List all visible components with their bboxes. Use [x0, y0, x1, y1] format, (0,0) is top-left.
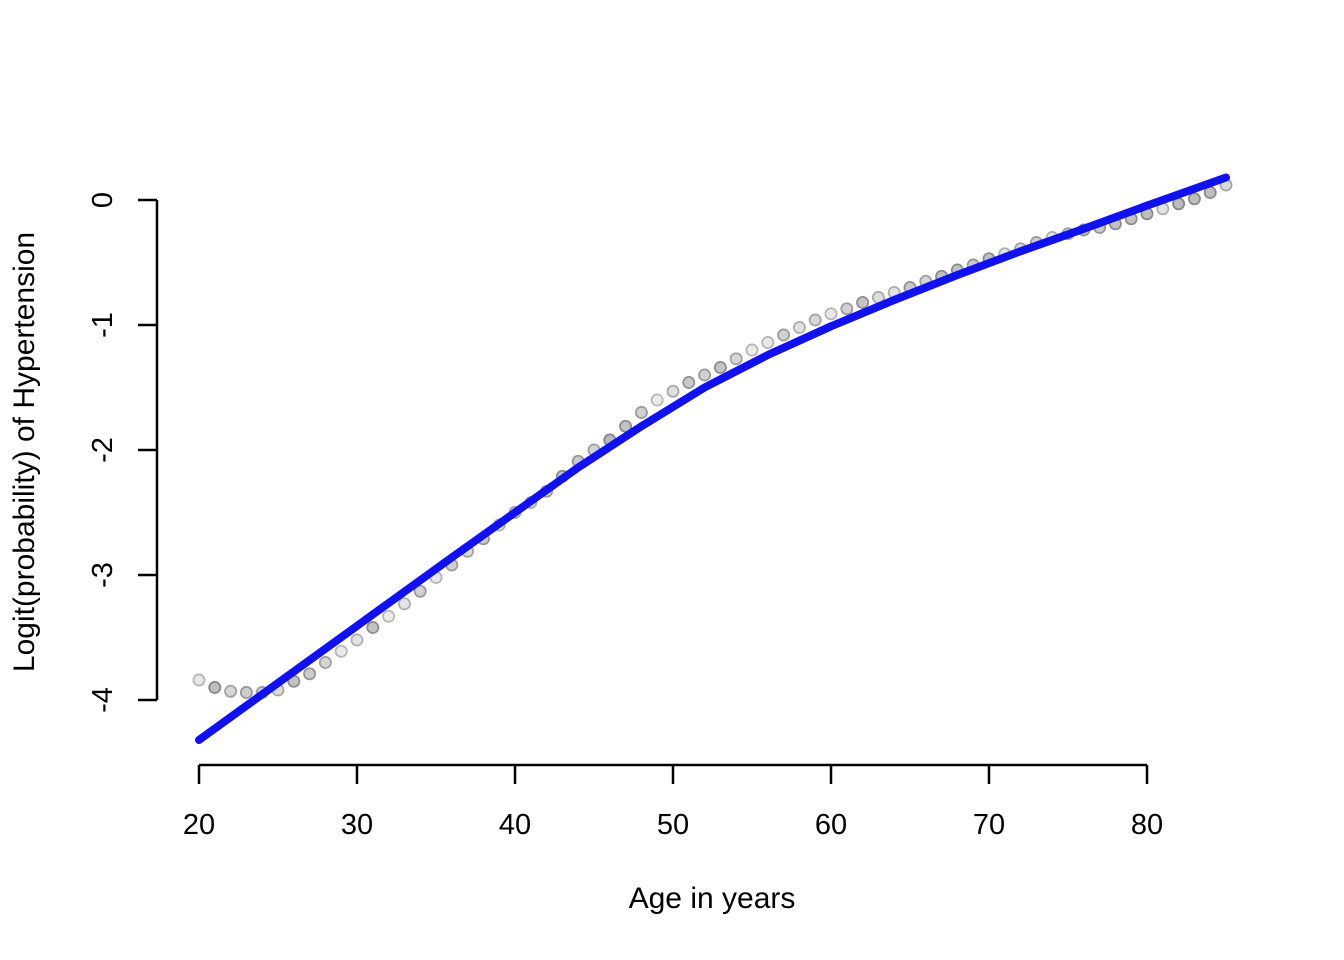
- data-point: [318, 656, 332, 669]
- data-point: [382, 609, 396, 623]
- data-point: [208, 681, 222, 694]
- data-point: [808, 313, 822, 327]
- y-tick-label: -1: [87, 312, 119, 338]
- data-point: [698, 368, 712, 382]
- scatter-points-layer: [192, 178, 1233, 699]
- y-tick-label: 0: [87, 192, 119, 208]
- x-axis-title: Age in years: [629, 882, 796, 915]
- axes-layer: 20 30 40 50 60 70 80 0 -1 -2 -3 -4: [87, 192, 1163, 841]
- x-tick-label: 80: [1131, 809, 1163, 841]
- y-axis-title: Logit(probability) of Hypertension: [8, 232, 41, 672]
- data-point: [303, 667, 317, 681]
- data-point: [650, 393, 664, 407]
- x-tick-label: 70: [973, 809, 1005, 841]
- x-tick-label: 20: [183, 809, 215, 841]
- x-tick-label: 40: [499, 809, 531, 841]
- fit-line: [195, 173, 1230, 744]
- y-tick-label: -4: [87, 687, 119, 713]
- x-tick-label: 60: [815, 809, 847, 841]
- data-point: [792, 321, 806, 334]
- data-point: [666, 384, 680, 398]
- data-point: [840, 302, 854, 316]
- data-point: [224, 684, 238, 698]
- data-point: [239, 686, 253, 699]
- data-point: [824, 307, 838, 321]
- data-point: [856, 296, 870, 309]
- data-point: [350, 633, 364, 647]
- data-point: [729, 352, 743, 366]
- data-point: [413, 584, 427, 598]
- data-point: [682, 376, 696, 389]
- y-tick-label: -2: [87, 437, 119, 463]
- data-point: [777, 328, 791, 342]
- data-point: [334, 644, 348, 658]
- data-point: [366, 621, 380, 634]
- data-point: [1187, 192, 1201, 206]
- data-point: [761, 336, 775, 349]
- data-point: [713, 361, 727, 374]
- x-tick-label: 30: [341, 809, 373, 841]
- y-tick-label: -3: [87, 562, 119, 588]
- x-tick-label: 50: [657, 809, 689, 841]
- data-point: [192, 673, 206, 687]
- data-point: [634, 406, 648, 419]
- data-point: [397, 597, 411, 611]
- data-point: [745, 343, 759, 357]
